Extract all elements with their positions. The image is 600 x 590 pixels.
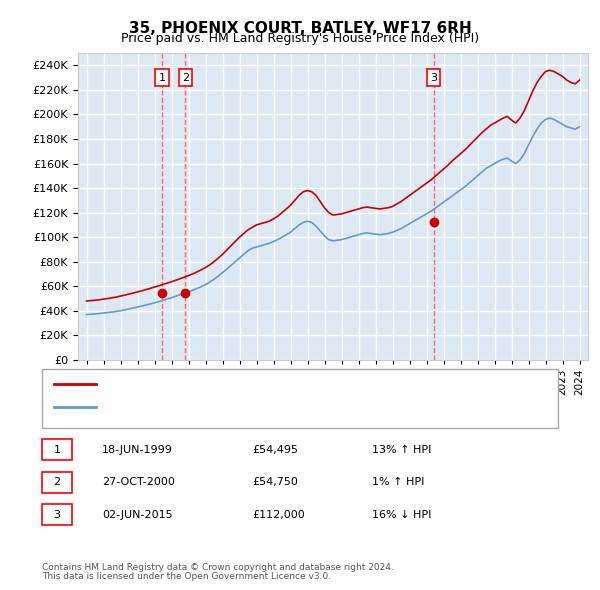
Text: 1: 1 — [53, 445, 61, 455]
Text: 3: 3 — [53, 510, 61, 520]
Text: 27-OCT-2000: 27-OCT-2000 — [102, 477, 175, 487]
Text: 1% ↑ HPI: 1% ↑ HPI — [372, 477, 424, 487]
Text: 35, PHOENIX COURT, BATLEY, WF17 6RH (semi-detached house): 35, PHOENIX COURT, BATLEY, WF17 6RH (sem… — [102, 379, 461, 388]
Text: 3: 3 — [430, 73, 437, 83]
Text: 35, PHOENIX COURT, BATLEY, WF17 6RH: 35, PHOENIX COURT, BATLEY, WF17 6RH — [128, 21, 472, 35]
Text: Price paid vs. HM Land Registry's House Price Index (HPI): Price paid vs. HM Land Registry's House … — [121, 32, 479, 45]
Text: £54,495: £54,495 — [252, 445, 298, 455]
Text: Contains HM Land Registry data © Crown copyright and database right 2024.: Contains HM Land Registry data © Crown c… — [42, 563, 394, 572]
Text: £112,000: £112,000 — [252, 510, 305, 520]
Text: 18-JUN-1999: 18-JUN-1999 — [102, 445, 173, 455]
Text: 16% ↓ HPI: 16% ↓ HPI — [372, 510, 431, 520]
Text: 13% ↑ HPI: 13% ↑ HPI — [372, 445, 431, 455]
Text: 2: 2 — [53, 477, 61, 487]
Text: £54,750: £54,750 — [252, 477, 298, 487]
Text: 2: 2 — [182, 73, 189, 83]
Text: This data is licensed under the Open Government Licence v3.0.: This data is licensed under the Open Gov… — [42, 572, 331, 581]
Text: 1: 1 — [159, 73, 166, 83]
Text: 02-JUN-2015: 02-JUN-2015 — [102, 510, 173, 520]
Text: HPI: Average price, semi-detached house, Kirklees: HPI: Average price, semi-detached house,… — [102, 402, 383, 412]
